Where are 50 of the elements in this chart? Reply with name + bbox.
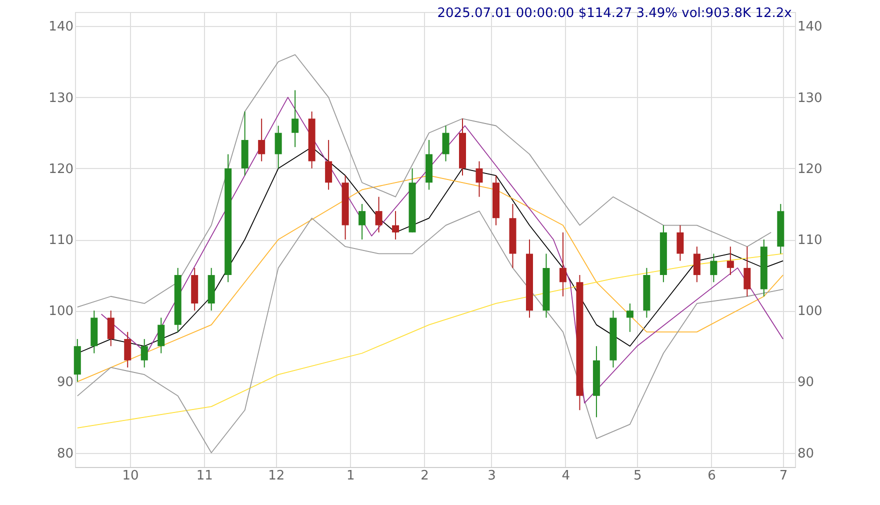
y2-tick-label: 90 (798, 375, 814, 390)
x-tick-label: 11 (196, 468, 213, 484)
y-tick-label: 90 (56, 375, 74, 390)
candlestick (107, 310, 114, 347)
x-tick-label: 12 (268, 468, 285, 484)
y2-tick-label: 110 (798, 233, 822, 248)
candlestick (140, 338, 148, 368)
candlestick (676, 224, 684, 262)
y-tick-label: 120 (48, 162, 74, 177)
y-tick-label: 80 (56, 446, 74, 462)
x-tick-label: 1 (346, 468, 355, 484)
line-series (76, 54, 772, 308)
candlestick (274, 125, 282, 169)
x-tick-label: 5 (633, 468, 642, 484)
candlestick (358, 203, 366, 240)
y2-tick-label: 100 (798, 304, 822, 320)
y-tick-label: 110 (48, 233, 74, 248)
line-series (76, 175, 784, 382)
x-tick-label: 6 (708, 468, 716, 484)
candlestick (392, 210, 400, 240)
y-tick-label: 130 (48, 90, 74, 106)
chart-title: 2025.07.01 00:00:00 $114.27 3.49% vol:903.8K 12.2x (437, 6, 792, 21)
line-series (100, 96, 784, 404)
candlestick (710, 253, 718, 283)
x-tick-label: 4 (562, 468, 570, 484)
x-tick-label: 7 (779, 468, 788, 484)
candlestick (375, 196, 382, 233)
candlestick (442, 125, 450, 162)
candlestick (258, 118, 266, 162)
line-series (76, 210, 784, 454)
y2-tick-label: 130 (798, 90, 822, 106)
candlestick (626, 302, 634, 332)
candlestick (158, 317, 165, 354)
candlestick (476, 160, 483, 198)
candlestick (124, 331, 132, 368)
y-tick-label: 140 (48, 20, 74, 35)
y-tick-label: 100 (48, 304, 74, 320)
candlestick (693, 246, 700, 283)
candlestick (292, 90, 299, 148)
y2-tick-label: 140 (798, 20, 822, 35)
candlestick (559, 232, 566, 297)
line-series (76, 253, 784, 428)
candlestick (726, 246, 734, 276)
y2-tick-label: 120 (798, 162, 822, 177)
y2-tick-label: 80 (798, 446, 814, 462)
candlestick (325, 139, 332, 190)
x-tick-label: 10 (122, 468, 139, 484)
x-tick-label: 2 (420, 468, 429, 484)
candlestick (744, 246, 751, 297)
x-tick-label: 3 (488, 468, 496, 484)
